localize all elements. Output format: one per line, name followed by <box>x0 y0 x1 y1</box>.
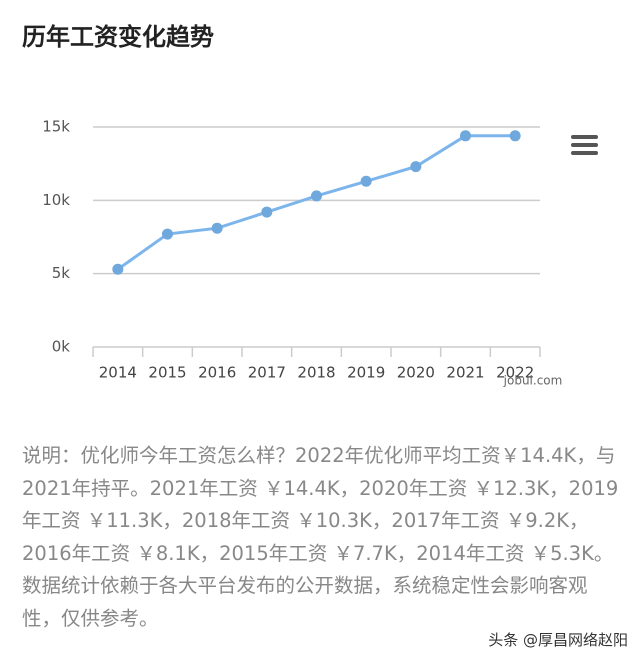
x-tick-label: 2014 <box>99 364 137 382</box>
x-tick-label: 2022 <box>496 364 534 382</box>
footer: 头条 @厚昌网络赵阳 <box>488 631 628 649</box>
point <box>410 161 422 173</box>
menu-icon[interactable] <box>571 135 598 155</box>
point <box>360 175 372 187</box>
point <box>460 130 471 142</box>
point <box>509 130 521 142</box>
y-tick-label: 10k <box>42 191 70 209</box>
point <box>112 263 124 275</box>
point <box>162 228 173 240</box>
x-tick-label: 2016 <box>198 364 236 382</box>
point <box>311 190 322 202</box>
line <box>116 134 516 271</box>
point <box>261 206 273 218</box>
x-tick-label: 2018 <box>297 364 335 382</box>
y-tick-label: 0k <box>52 338 71 356</box>
watermark: jobui.com <box>503 374 563 388</box>
x-tick-label: 2017 <box>248 364 286 382</box>
chart-title: 历年工资变化趋势 <box>22 23 214 51</box>
chart: 历年工资变化趋势 jobui.com 0k 5k 10k 15k 2014 2015 201… <box>22 23 598 388</box>
x-tick-label: 2020 <box>397 364 435 382</box>
description: 说明：优化师今年工资怎么样？2022年优化师平均工资￥14.4K，与2021年持… <box>22 444 619 630</box>
y-tick-label: 15k <box>42 118 70 136</box>
x-tick-label: 2019 <box>347 364 385 382</box>
x-tick-label: 2021 <box>446 364 484 382</box>
point <box>211 222 223 234</box>
x-tick-label: 2015 <box>148 364 186 382</box>
y-tick-label: 5k <box>52 264 71 282</box>
